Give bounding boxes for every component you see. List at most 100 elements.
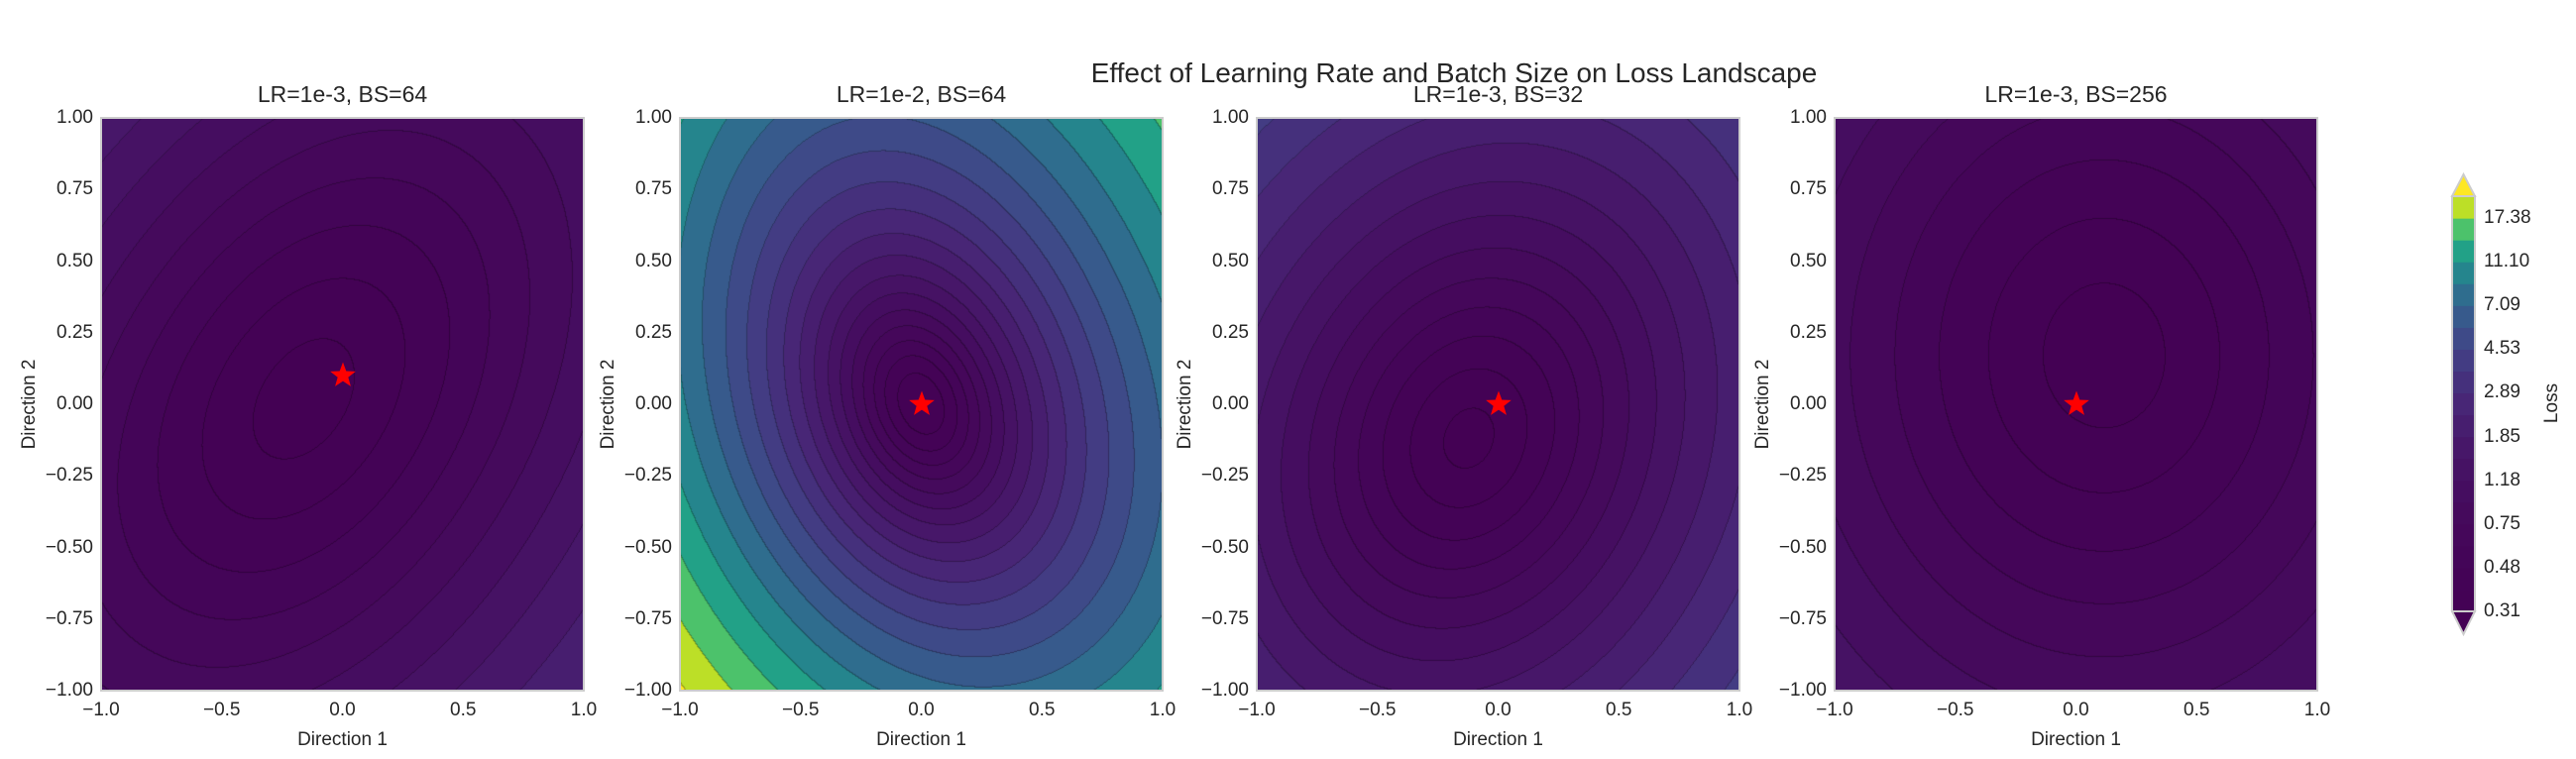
colorbar-band	[2452, 523, 2475, 547]
colorbar-tick-label: 11.10	[2484, 251, 2530, 272]
y-tick-label: 1.00	[1212, 107, 1249, 128]
x-tick-label: 0.5	[1606, 700, 1632, 720]
colorbar-tick-label: 7.09	[2484, 294, 2520, 316]
subplot-title: LR=1e-2, BS=64	[836, 81, 1007, 107]
x-axis-label: Direction 1	[297, 729, 388, 750]
colorbar-band	[2452, 458, 2475, 482]
minimum-star-marker	[2063, 390, 2089, 415]
colorbar-tick-label: 2.89	[2484, 381, 2520, 403]
y-tick-label: −0.50	[45, 536, 93, 558]
x-tick-label: −0.5	[781, 700, 820, 720]
x-tick-label: 1.0	[2303, 700, 2331, 720]
colorbar-frame	[2451, 195, 2476, 612]
x-tick-label: −1.0	[1816, 700, 1853, 720]
colorbar-band	[2452, 283, 2475, 306]
colorbar-band	[2452, 349, 2475, 373]
colorbar-extend-max	[2450, 171, 2477, 197]
y-tick-label: 0.50	[635, 250, 672, 271]
y-tick-label: 0.25	[1212, 321, 1249, 343]
y-tick-label: 0.00	[635, 393, 672, 414]
colorbar-band	[2452, 262, 2475, 284]
y-tick-label: −0.75	[623, 607, 672, 629]
colorbar-tick-label: 4.53	[2484, 338, 2520, 360]
y-tick-label: 0.75	[1790, 178, 1827, 200]
colorbar-tick-label: 0.75	[2484, 512, 2520, 534]
colorbar-band	[2452, 218, 2475, 241]
contour-fill	[101, 118, 584, 691]
minimum-star-marker	[329, 362, 356, 387]
y-tick-label: 1.00	[1790, 107, 1827, 128]
colorbar-tick-label: 1.85	[2484, 425, 2520, 447]
y-tick-label: 0.50	[1790, 250, 1827, 271]
y-tick-label: 0.50	[56, 250, 93, 271]
y-tick-label: −0.75	[1200, 607, 1249, 629]
star-shape	[908, 390, 935, 415]
x-tick-label: −1.0	[82, 700, 120, 720]
y-tick-label: −0.25	[1778, 465, 1827, 487]
y-tick-label: 0.25	[1790, 321, 1827, 343]
colorbar-band	[2452, 371, 2475, 394]
y-tick-label: −1.00	[623, 680, 672, 701]
colorbar-band	[2452, 480, 2475, 503]
y-tick-label: −0.50	[623, 536, 672, 558]
colorbar-band	[2452, 414, 2475, 438]
y-tick-label: 0.75	[1212, 178, 1249, 200]
colorbar-band	[2452, 589, 2475, 612]
contour-plot-area	[100, 117, 585, 692]
colorbar-band	[2452, 196, 2475, 219]
x-axis-label: Direction 1	[2031, 729, 2121, 750]
star-shape	[1485, 390, 1512, 415]
y-tick-label: 0.00	[56, 393, 93, 414]
x-axis-label: Direction 1	[1453, 729, 1543, 750]
contour-plot-area	[1256, 117, 1740, 692]
colorbar-band	[2452, 567, 2475, 591]
colorbar	[2450, 171, 2477, 637]
star-shape	[2063, 390, 2089, 415]
y-tick-label: −0.25	[623, 465, 672, 487]
y-tick-label: −0.25	[1200, 465, 1249, 487]
y-tick-label: −0.50	[1778, 536, 1827, 558]
x-tick-label: −0.5	[1936, 700, 1974, 720]
colorbar-tick-label: 0.31	[2484, 600, 2520, 621]
minimum-star-marker	[908, 390, 935, 415]
colorbar-band	[2452, 545, 2475, 569]
y-tick-label: 0.75	[56, 178, 93, 200]
y-tick-label: −1.00	[1778, 680, 1827, 701]
y-tick-label: 0.00	[1790, 393, 1827, 414]
y-axis-label: Direction 2	[598, 359, 618, 450]
x-tick-label: 0.0	[2063, 700, 2089, 720]
subplot-title: LR=1e-3, BS=32	[1412, 81, 1584, 107]
colorbar-label: Loss	[2541, 382, 2562, 424]
colorbar-band	[2452, 436, 2475, 460]
y-tick-label: −1.00	[1200, 680, 1249, 701]
x-tick-label: 0.5	[1029, 700, 1056, 720]
colorbar-tick-label: 0.48	[2484, 556, 2520, 578]
contour-plot-area	[679, 117, 1164, 692]
y-tick-label: 0.50	[1212, 250, 1249, 271]
star-shape	[329, 362, 356, 387]
y-tick-label: −0.50	[1200, 536, 1249, 558]
x-tick-label: −0.5	[1358, 700, 1397, 720]
y-tick-label: −0.25	[45, 465, 93, 487]
x-tick-label: 1.0	[570, 700, 598, 720]
colorbar-band	[2452, 392, 2475, 416]
subplot-title: LR=1e-3, BS=256	[1984, 81, 2168, 107]
minimum-star-marker	[1485, 390, 1512, 415]
x-tick-label: 1.0	[1149, 700, 1176, 720]
subplot-title: LR=1e-3, BS=64	[257, 81, 428, 107]
colorbar-band	[2452, 240, 2475, 263]
colorbar-band	[2452, 305, 2475, 328]
y-tick-label: 0.25	[56, 321, 93, 343]
x-tick-label: 0.0	[1485, 700, 1512, 720]
x-tick-label: 0.0	[908, 700, 935, 720]
colorbar-band	[2452, 501, 2475, 525]
y-tick-label: −0.75	[45, 607, 93, 629]
colorbar-band	[2452, 327, 2475, 350]
x-tick-label: −0.5	[202, 700, 241, 720]
colorbar-tick-label: 17.38	[2484, 207, 2531, 229]
y-tick-label: −1.00	[45, 680, 93, 701]
y-tick-label: 0.25	[635, 321, 672, 343]
y-tick-label: −0.75	[1778, 607, 1827, 629]
y-tick-label: 1.00	[635, 107, 672, 128]
x-tick-label: 1.0	[1726, 700, 1753, 720]
